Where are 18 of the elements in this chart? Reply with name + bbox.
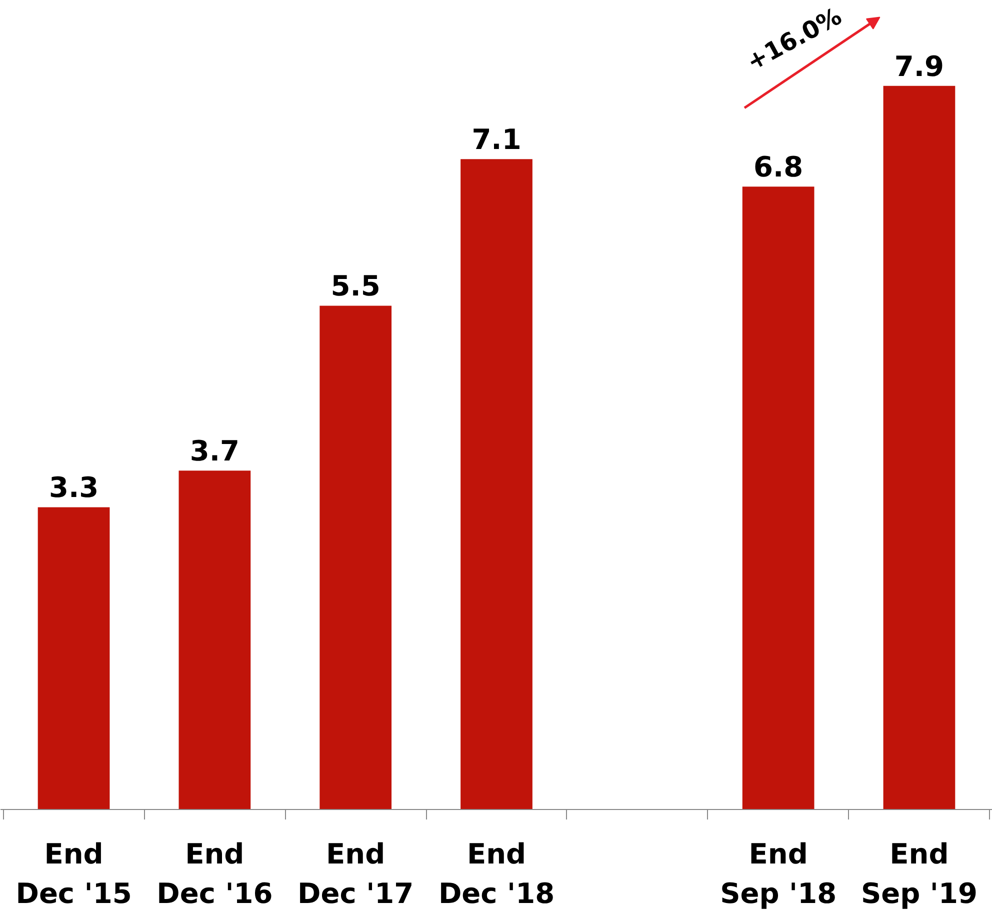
data-label: 3.3 [48,471,99,504]
x-tick-label: End Dec '16 [156,838,273,910]
bar [742,186,814,810]
bar [38,507,110,810]
x-tick-label: End Dec '17 [298,838,414,910]
x-tick-label: End Dec '18 [438,838,555,910]
x-tick-label: End Sep '19 [860,838,978,910]
data-label: 7.9 [894,50,944,83]
data-label: 3.7 [190,434,240,468]
x-tick-label: End Dec '15 [16,838,132,910]
bar [320,306,392,810]
bar [178,470,251,810]
data-label: 5.5 [330,270,380,303]
bar [460,159,532,810]
bar [883,86,956,810]
data-label: 6.8 [754,150,804,184]
x-tick-label: End Sep '18 [720,838,837,910]
data-label: 7.1 [472,123,522,156]
